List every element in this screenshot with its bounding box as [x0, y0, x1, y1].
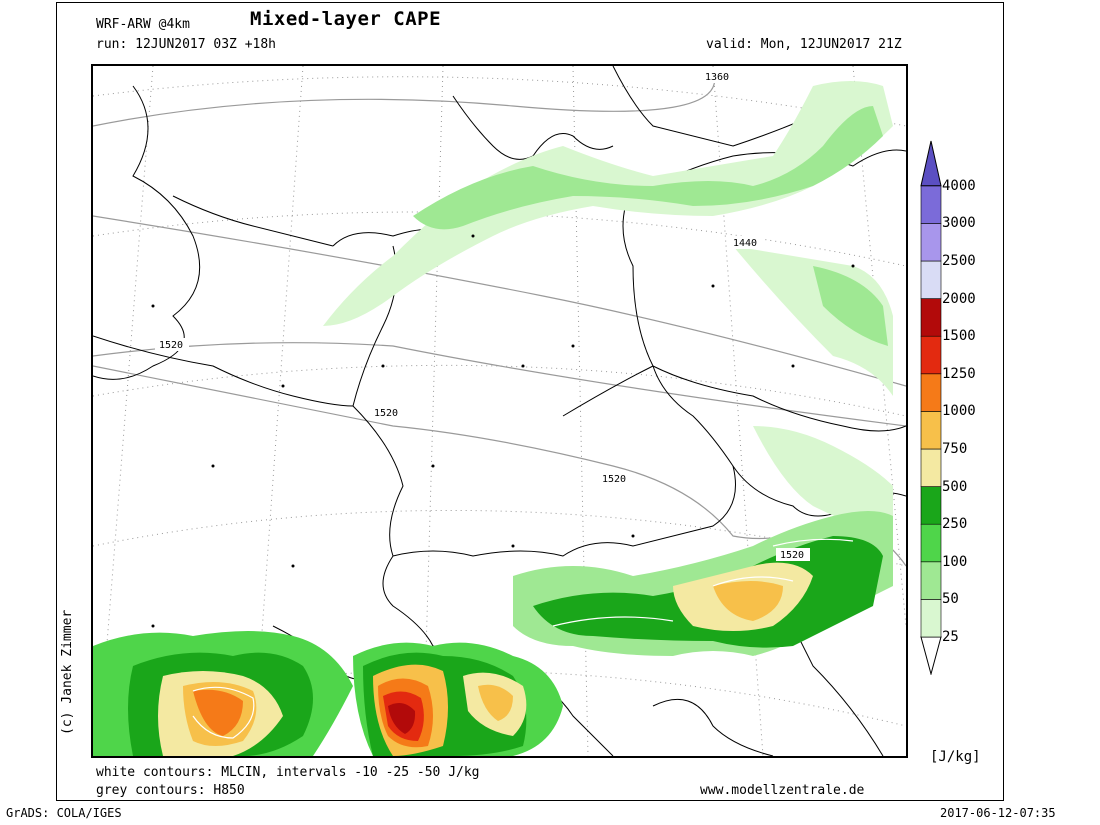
legend-swatch [920, 523, 942, 563]
legend-label: 50 [942, 591, 959, 608]
legend-colorbar [920, 140, 942, 675]
legend-label: 1500 [942, 328, 976, 345]
legend-swatch [920, 185, 942, 224]
legend-swatch [920, 599, 942, 638]
figure-frame [56, 2, 1004, 801]
credit-label: (c) Janek Zimmer [60, 609, 75, 735]
white-contours-note: white contours: MLCIN, intervals -10 -25… [96, 765, 480, 780]
contour-labels: 1360 1440 1520 1520 1520 1520 [155, 70, 810, 561]
valid-label: valid: Mon, 12JUN2017 21Z [706, 37, 902, 52]
cape-shading [93, 81, 893, 756]
model-label: WRF-ARW @4km [96, 17, 190, 32]
run-label: run: 12JUN2017 03Z +18h [96, 37, 277, 52]
legend-swatch [920, 448, 942, 487]
legend-label: 250 [942, 516, 968, 533]
legend-label: 100 [942, 553, 968, 570]
legend-swatch [920, 411, 942, 450]
contour-label: 1520 [159, 340, 183, 351]
timestamp: 2017-06-12-07:35 [940, 806, 1056, 820]
legend-label: 750 [942, 441, 968, 457]
grey-contours-note: grey contours: H850 [96, 783, 245, 798]
contour-label: 1440 [733, 238, 757, 249]
legend-swatch [920, 486, 942, 525]
legend-label: 500 [942, 478, 968, 495]
coastlines [93, 66, 906, 756]
legend-unit: [J/kg] [930, 749, 981, 765]
legend-swatch [920, 335, 942, 375]
mlcin-contours [192, 538, 854, 739]
legend-max-arrow [920, 140, 942, 187]
legend-label: 1000 [942, 403, 976, 420]
contour-label: 1520 [374, 408, 398, 419]
website-link[interactable]: www.modellzentrale.de [700, 783, 865, 798]
contour-label: 1360 [705, 72, 729, 83]
legend-swatch [920, 223, 942, 262]
legend-label: 2000 [942, 290, 976, 307]
contour-label: 1520 [602, 474, 626, 485]
map-area: 1360 1440 1520 1520 1520 1520 [91, 64, 908, 758]
chart-title: Mixed-layer CAPE [250, 8, 442, 30]
station-dots [151, 234, 855, 628]
legend-swatch [920, 373, 942, 412]
legend-label: 3000 [942, 215, 976, 232]
legend-label: 25 [942, 629, 959, 645]
legend-min-arrow [920, 636, 942, 675]
legend-swatch [920, 561, 942, 600]
legend-label: 1250 [942, 365, 976, 382]
legend-swatch [920, 298, 942, 337]
map-svg: 1360 1440 1520 1520 1520 1520 [93, 66, 906, 756]
legend-label: 2500 [942, 253, 976, 269]
legend-label: 4000 [942, 177, 976, 194]
legend-swatch [920, 260, 942, 299]
grads-credit: GrADS: COLA/IGES [6, 806, 122, 820]
contour-label: 1520 [780, 550, 804, 561]
